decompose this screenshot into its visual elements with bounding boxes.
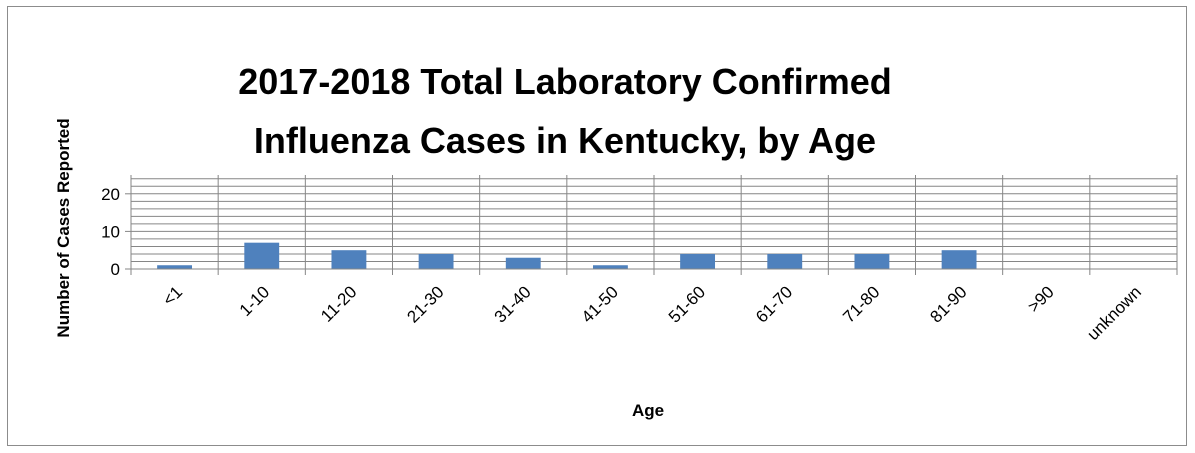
- bar-51-60: [680, 253, 716, 269]
- x-tick-label: 11-20: [317, 282, 360, 325]
- y-tick-labels: 0 10 20: [101, 185, 120, 279]
- x-tick-label: 41-50: [578, 282, 622, 326]
- x-tick-label: 31-40: [491, 282, 535, 326]
- bar-31-40: [505, 257, 541, 269]
- bar-1-10: [244, 242, 280, 269]
- bar-41-50: [592, 265, 628, 269]
- x-tick-label: 81-90: [926, 282, 970, 326]
- chart-area: [7, 6, 1187, 446]
- bar--1: [157, 265, 193, 269]
- x-tick-label: >90: [1024, 282, 1058, 316]
- bar-21-30: [418, 253, 454, 269]
- y-tick-label: 10: [101, 222, 120, 241]
- x-tick-labels: <1 1-10 11-20 21-30 31-40 41-50 51-60 61-70 71-8…: [159, 282, 1145, 344]
- x-tick-label: 21-30: [403, 282, 447, 326]
- y-tick-label: 20: [101, 185, 120, 204]
- grid-lines: [131, 175, 1178, 269]
- bar-61-70: [767, 253, 803, 269]
- x-tick-label: 71-80: [839, 282, 883, 326]
- bar-series: [157, 242, 977, 269]
- axes: [125, 175, 1178, 275]
- bar-81-90: [941, 250, 977, 269]
- x-tick-label: 61-70: [752, 282, 796, 326]
- x-tick-label: <1: [159, 282, 186, 309]
- y-axis-title: Number of Cases Reported: [54, 118, 73, 337]
- x-tick-label: unknown: [1083, 282, 1145, 344]
- x-axis-title: Age: [632, 401, 664, 420]
- bar-71-80: [854, 253, 890, 269]
- chart-title-line-2: Influenza Cases in Kentucky, by Age: [254, 120, 876, 161]
- x-tick-label: 1-10: [236, 282, 273, 319]
- y-tick-label: 0: [111, 260, 120, 279]
- x-tick-label: 51-60: [665, 282, 709, 326]
- bar-11-20: [331, 250, 367, 269]
- chart-title-line-1: 2017-2018 Total Laboratory Confirmed: [238, 61, 892, 102]
